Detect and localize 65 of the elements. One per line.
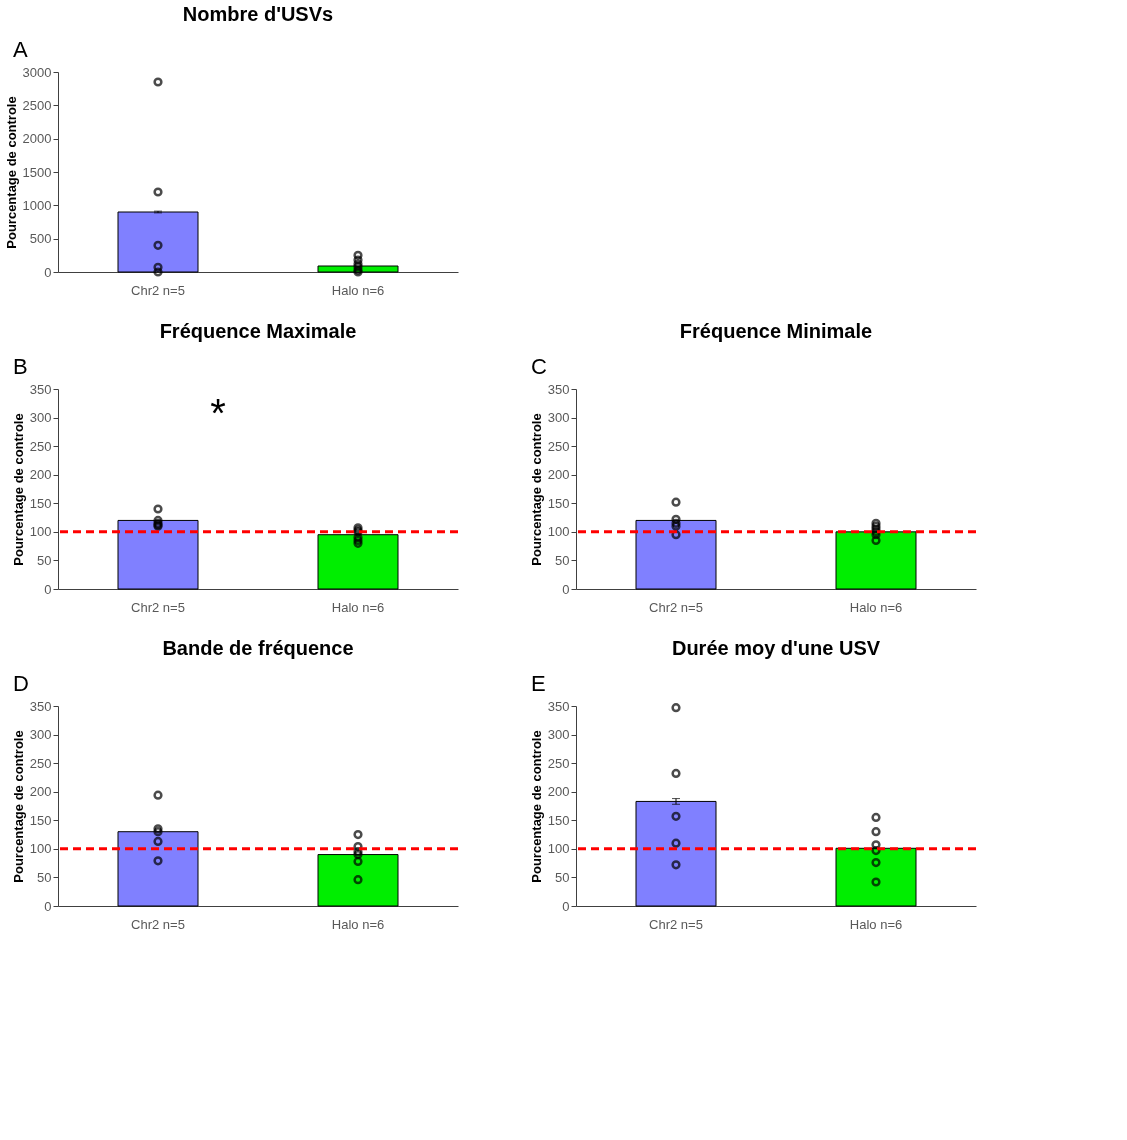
y-tick-label: 100	[547, 524, 570, 540]
y-tick-label: 50	[37, 552, 52, 568]
chart-title: Fréquence Minimale	[679, 320, 873, 342]
y-axis-title: Pourcentage de controle	[528, 730, 544, 883]
x-tick-label: Halo n=6	[849, 599, 903, 615]
y-tick-label: 300	[547, 727, 570, 743]
y-tick-label: 3000	[22, 64, 52, 80]
text: A	[13, 37, 28, 62]
y-tick-label: 200	[29, 467, 52, 483]
x-tick-label: Halo n=6	[331, 282, 385, 298]
text: D	[13, 671, 29, 696]
chart-title: Nombre d'USVs	[182, 3, 334, 25]
x-tick-label: Chr2 n=5	[131, 599, 185, 615]
x-tick-label: Halo n=6	[331, 916, 385, 932]
y-tick-label: 0	[562, 898, 570, 914]
y-axis-title: Pourcentage de controle	[528, 413, 544, 566]
x-tick-label: Chr2 n=5	[131, 916, 185, 932]
y-tick-label: 0	[562, 581, 570, 597]
y-tick-label: 300	[29, 410, 52, 426]
text: E	[531, 671, 546, 696]
y-tick-label: 2000	[22, 131, 52, 147]
y-axis-title: Pourcentage de controle	[10, 730, 26, 883]
chart-title: Fréquence Maximale	[159, 320, 357, 342]
y-axis-title: Pourcentage de controle	[10, 413, 26, 566]
y-tick-label: 50	[555, 552, 570, 568]
x-tick-label: Chr2 n=5	[131, 282, 185, 298]
annotation: *	[210, 391, 226, 435]
x-tick-label: Halo n=6	[331, 599, 385, 615]
y-tick-label: 1500	[22, 164, 52, 180]
y-tick-label: 150	[29, 495, 52, 511]
text: B	[13, 354, 28, 379]
chart-title: Durée moy d'une USV	[671, 637, 881, 659]
y-tick-label: 200	[29, 784, 52, 800]
y-tick-label: 500	[29, 231, 52, 247]
y-tick-label: 50	[37, 869, 52, 885]
y-tick-label: 250	[547, 438, 570, 454]
y-tick-label: 300	[547, 410, 570, 426]
y-tick-label: 1000	[22, 197, 52, 213]
y-tick-label: 300	[29, 727, 52, 743]
y-tick-label: 200	[547, 784, 570, 800]
y-tick-label: 100	[547, 841, 570, 857]
x-tick-label: Chr2 n=5	[649, 916, 703, 932]
y-axis-title: Pourcentage de controle	[3, 96, 19, 249]
y-tick-label: 350	[29, 698, 52, 714]
x-tick-label: Chr2 n=5	[649, 599, 703, 615]
y-tick-label: 150	[547, 812, 570, 828]
y-tick-label: 100	[29, 524, 52, 540]
y-tick-label: 350	[29, 381, 52, 397]
y-tick-label: 250	[547, 755, 570, 771]
y-tick-label: 150	[29, 812, 52, 828]
y-tick-label: 150	[547, 495, 570, 511]
y-tick-label: 0	[44, 264, 52, 280]
y-tick-label: 250	[29, 755, 52, 771]
y-tick-label: 200	[547, 467, 570, 483]
text: C	[531, 354, 547, 379]
y-tick-label: 350	[547, 698, 570, 714]
y-tick-label: 100	[29, 841, 52, 857]
y-tick-label: 0	[44, 898, 52, 914]
y-tick-label: 50	[555, 869, 570, 885]
chart-title: Bande de fréquence	[162, 637, 354, 659]
x-tick-label: Halo n=6	[849, 916, 903, 932]
y-tick-label: 350	[547, 381, 570, 397]
y-tick-label: 250	[29, 438, 52, 454]
y-tick-label: 0	[44, 581, 52, 597]
y-tick-label: 2500	[22, 97, 52, 113]
